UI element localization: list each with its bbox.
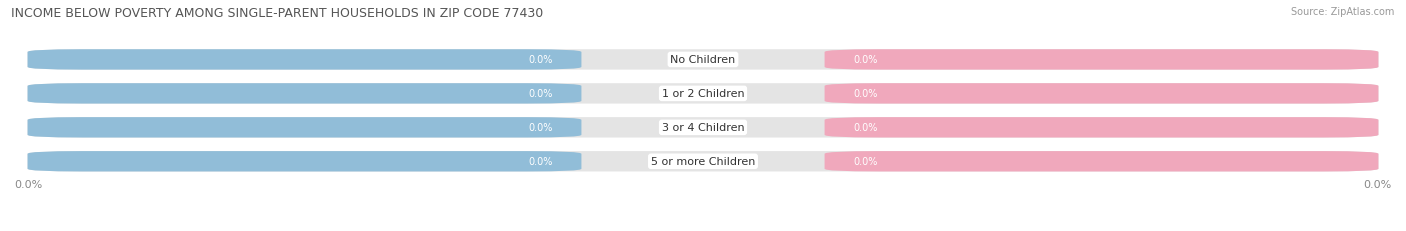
Text: 0.0%: 0.0% [853,55,877,65]
Text: 1 or 2 Children: 1 or 2 Children [662,89,744,99]
Text: 0.0%: 0.0% [529,55,553,65]
FancyBboxPatch shape [28,50,582,70]
FancyBboxPatch shape [28,84,1378,104]
Text: 0.0%: 0.0% [853,123,877,133]
FancyBboxPatch shape [28,50,1378,70]
FancyBboxPatch shape [824,152,1378,172]
Text: Source: ZipAtlas.com: Source: ZipAtlas.com [1291,7,1395,17]
Text: 3 or 4 Children: 3 or 4 Children [662,123,744,133]
Text: 5 or more Children: 5 or more Children [651,157,755,167]
FancyBboxPatch shape [824,50,1378,70]
Text: 0.0%: 0.0% [529,157,553,167]
FancyBboxPatch shape [824,118,1378,138]
Text: 0.0%: 0.0% [14,179,42,189]
FancyBboxPatch shape [28,84,582,104]
FancyBboxPatch shape [28,118,582,138]
Text: 0.0%: 0.0% [853,89,877,99]
FancyBboxPatch shape [28,152,582,172]
FancyBboxPatch shape [824,84,1378,104]
FancyBboxPatch shape [28,152,1378,172]
FancyBboxPatch shape [28,118,1378,138]
Text: 0.0%: 0.0% [529,89,553,99]
Text: No Children: No Children [671,55,735,65]
Text: 0.0%: 0.0% [529,123,553,133]
Text: 0.0%: 0.0% [853,157,877,167]
Text: INCOME BELOW POVERTY AMONG SINGLE-PARENT HOUSEHOLDS IN ZIP CODE 77430: INCOME BELOW POVERTY AMONG SINGLE-PARENT… [11,7,544,20]
Text: 0.0%: 0.0% [1364,179,1392,189]
